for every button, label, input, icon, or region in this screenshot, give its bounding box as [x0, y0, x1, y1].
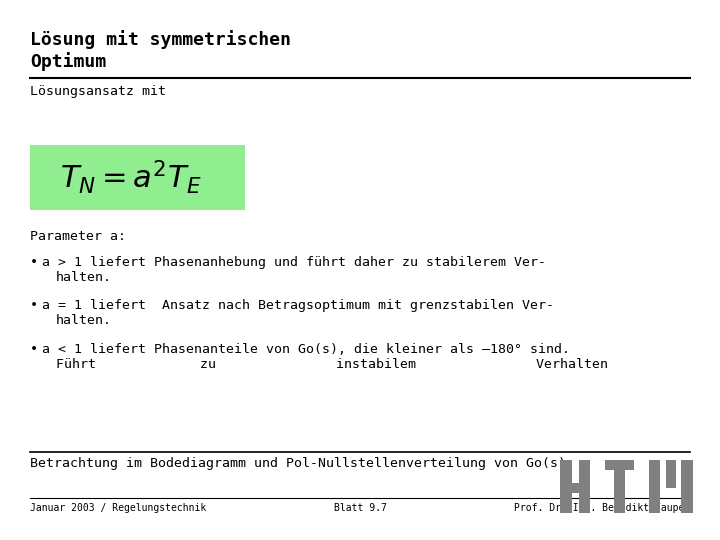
Text: a = 1 liefert  Ansatz nach Betragsoptimum mit grenzstabilen Ver-: a = 1 liefert Ansatz nach Betragsoptimum… — [42, 299, 554, 313]
Text: $\mathit{T}_N = a^2\mathit{T}_E$: $\mathit{T}_N = a^2\mathit{T}_E$ — [60, 159, 202, 197]
Text: Betrachtung im Bodediagramm und Pol-Nullstellenverteilung von Go(s): Betrachtung im Bodediagramm und Pol-Null… — [30, 457, 566, 470]
Text: halten.: halten. — [56, 314, 112, 327]
Bar — [681, 460, 693, 514]
Text: Blatt 9.7: Blatt 9.7 — [333, 503, 387, 513]
Text: halten.: halten. — [56, 271, 112, 284]
Bar — [579, 460, 590, 514]
Text: •: • — [30, 299, 38, 313]
Text: •: • — [30, 343, 38, 356]
Bar — [560, 483, 590, 493]
Text: •: • — [30, 256, 38, 269]
Bar — [605, 460, 634, 470]
Text: Optimum: Optimum — [30, 52, 106, 71]
Text: Januar 2003 / Regelungstechnik: Januar 2003 / Regelungstechnik — [30, 503, 206, 513]
Text: a < 1 liefert Phasenanteile von Go(s), die kleiner als –180° sind.: a < 1 liefert Phasenanteile von Go(s), d… — [42, 343, 570, 356]
Text: Führt             zu               instabilem               Verhalten: Führt zu instabilem Verhalten — [56, 358, 608, 371]
Bar — [666, 460, 675, 488]
Bar — [560, 460, 572, 514]
Text: Lösung mit symmetrischen: Lösung mit symmetrischen — [30, 30, 291, 49]
Bar — [649, 460, 660, 514]
Bar — [30, 145, 245, 210]
Bar — [614, 470, 625, 514]
Text: a > 1 liefert Phasenanhebung und führt daher zu stabilerem Ver-: a > 1 liefert Phasenanhebung und führt d… — [42, 256, 546, 269]
Text: Prof. Dr.-Ing. Benedikt Faupel: Prof. Dr.-Ing. Benedikt Faupel — [514, 503, 690, 513]
Text: Lösungsansatz mit: Lösungsansatz mit — [30, 85, 166, 98]
Text: Parameter a:: Parameter a: — [30, 230, 126, 243]
